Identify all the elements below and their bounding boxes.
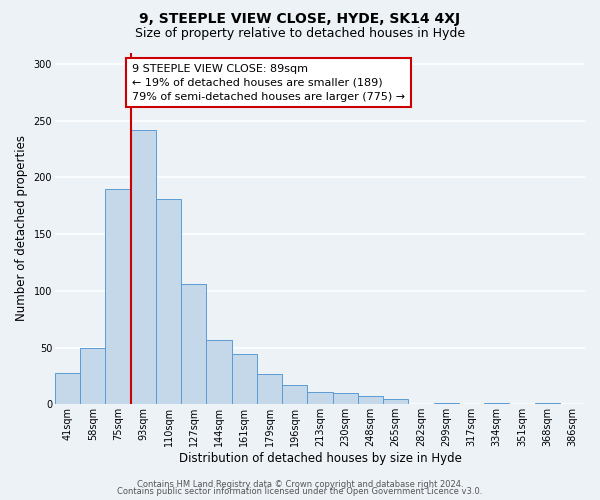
Bar <box>106 188 131 404</box>
Text: Size of property relative to detached houses in Hyde: Size of property relative to detached ho… <box>135 28 465 40</box>
Bar <box>383 398 409 404</box>
Bar <box>257 374 282 404</box>
X-axis label: Distribution of detached houses by size in Hyde: Distribution of detached houses by size … <box>179 452 461 465</box>
Text: 9, STEEPLE VIEW CLOSE, HYDE, SK14 4XJ: 9, STEEPLE VIEW CLOSE, HYDE, SK14 4XJ <box>139 12 461 26</box>
Bar <box>55 372 80 404</box>
Bar <box>131 130 156 404</box>
Y-axis label: Number of detached properties: Number of detached properties <box>15 136 28 322</box>
Bar <box>80 348 106 405</box>
Bar <box>156 199 181 404</box>
Text: Contains public sector information licensed under the Open Government Licence v3: Contains public sector information licen… <box>118 487 482 496</box>
Bar <box>307 392 332 404</box>
Text: 9 STEEPLE VIEW CLOSE: 89sqm
← 19% of detached houses are smaller (189)
79% of se: 9 STEEPLE VIEW CLOSE: 89sqm ← 19% of det… <box>132 64 405 102</box>
Bar <box>206 340 232 404</box>
Bar <box>282 385 307 404</box>
Bar <box>358 396 383 404</box>
Text: Contains HM Land Registry data © Crown copyright and database right 2024.: Contains HM Land Registry data © Crown c… <box>137 480 463 489</box>
Bar <box>181 284 206 405</box>
Bar <box>535 403 560 404</box>
Bar <box>434 403 459 404</box>
Bar <box>332 393 358 404</box>
Bar <box>232 354 257 405</box>
Bar <box>484 403 509 404</box>
